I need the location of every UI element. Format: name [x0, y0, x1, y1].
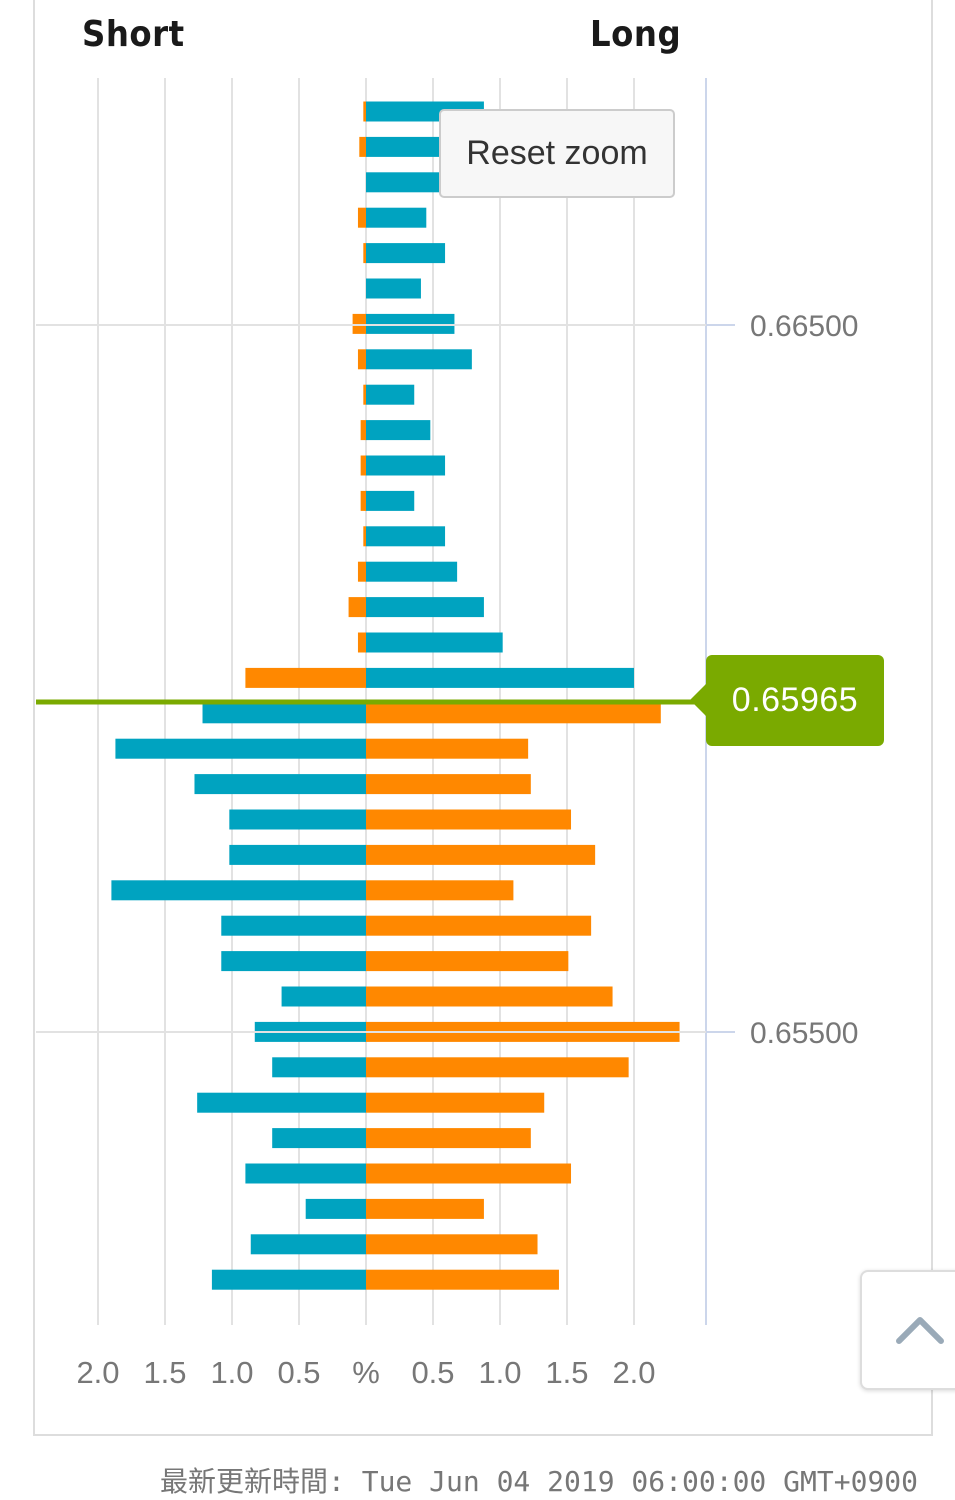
long-bar	[366, 738, 529, 759]
scroll-to-top-button[interactable]	[860, 1270, 955, 1390]
long-bar	[366, 1234, 538, 1255]
y-tick-label: 0.65500	[750, 1017, 858, 1050]
x-tick-label: 1.0	[478, 1355, 521, 1390]
short-bar	[229, 809, 366, 830]
short-bar	[305, 1198, 366, 1219]
short-bar	[357, 349, 366, 370]
long-bar	[366, 136, 440, 157]
short-bar	[245, 667, 366, 688]
long-bar	[366, 1128, 531, 1149]
long-header: Long	[590, 14, 682, 55]
long-bar	[366, 1057, 629, 1078]
y-tick-label: 0.66500	[750, 310, 858, 343]
short-bar	[357, 207, 366, 228]
long-bar	[366, 313, 455, 334]
short-bar	[348, 597, 366, 618]
long-bar	[366, 243, 446, 264]
long-bar	[366, 667, 634, 688]
long-bar	[366, 632, 503, 653]
last-updated-text: 最新更新時間: Tue Jun 04 2019 06:00:00 GMT+090…	[160, 1465, 919, 1498]
long-bar	[366, 172, 440, 193]
chevron-up-icon	[896, 1317, 944, 1344]
short-bar	[357, 632, 366, 653]
long-bar	[366, 703, 661, 724]
long-bar	[366, 774, 531, 795]
x-axis-ticks: 2.0 1.5 1.0 0.5% 0.5 1.0 1.5 2.0	[76, 1355, 655, 1390]
y-axis-ticks: 0.66500 0.65500	[36, 310, 858, 1050]
short-bar	[272, 1128, 366, 1149]
short-bar	[111, 880, 367, 901]
short-bar	[194, 774, 366, 795]
x-tick-label: 1.0	[210, 1355, 253, 1390]
long-bar	[366, 561, 458, 582]
chart-frame	[33, 0, 933, 1436]
short-bar	[363, 526, 366, 547]
long-bar	[366, 1092, 545, 1113]
short-bar	[360, 455, 366, 476]
long-bar	[366, 349, 472, 370]
long-bar	[366, 880, 514, 901]
long-bar	[366, 597, 484, 618]
long-bar	[366, 809, 572, 830]
long-bar	[366, 951, 569, 972]
short-bar	[115, 738, 366, 759]
short-bar	[221, 915, 366, 936]
short-bar	[202, 703, 366, 724]
reset-zoom-button[interactable]: Reset zoom	[439, 109, 675, 198]
x-tick-label: %	[352, 1355, 380, 1390]
x-tick-label: 2.0	[76, 1355, 119, 1390]
long-bar	[366, 490, 415, 511]
long-bar	[366, 455, 446, 476]
x-tick-label: 0.5	[277, 1355, 320, 1390]
short-bar	[211, 1269, 366, 1290]
short-bar	[363, 384, 366, 405]
short-bar	[360, 490, 366, 511]
long-bar	[366, 207, 427, 228]
short-bar	[360, 420, 366, 441]
long-bar	[366, 278, 421, 299]
long-bar	[366, 986, 613, 1007]
short-bar	[245, 1163, 366, 1184]
x-tick-label: 2.0	[612, 1355, 655, 1390]
short-bar	[363, 101, 366, 122]
long-bar	[366, 844, 596, 865]
short-bar	[229, 844, 366, 865]
long-bar	[366, 1163, 572, 1184]
short-header: Short	[82, 14, 185, 55]
long-bar	[366, 420, 431, 441]
x-tick-label: 1.5	[545, 1355, 588, 1390]
current-price-label: 0.65965	[690, 655, 884, 746]
short-bar	[221, 951, 366, 972]
long-bar	[366, 1198, 484, 1219]
x-tick-label: 0.5	[411, 1355, 454, 1390]
x-tick-label: 1.5	[143, 1355, 186, 1390]
short-bar	[363, 243, 366, 264]
long-bar	[366, 1269, 559, 1290]
short-bar	[281, 986, 366, 1007]
short-bar	[357, 561, 366, 582]
short-bar	[272, 1057, 366, 1078]
short-bar	[197, 1092, 366, 1113]
short-bar	[359, 136, 366, 157]
short-bar	[250, 1234, 366, 1255]
short-bar	[352, 313, 366, 334]
long-bar	[366, 915, 592, 936]
long-bar	[366, 526, 446, 547]
long-bar	[366, 384, 415, 405]
bars	[111, 101, 680, 1290]
